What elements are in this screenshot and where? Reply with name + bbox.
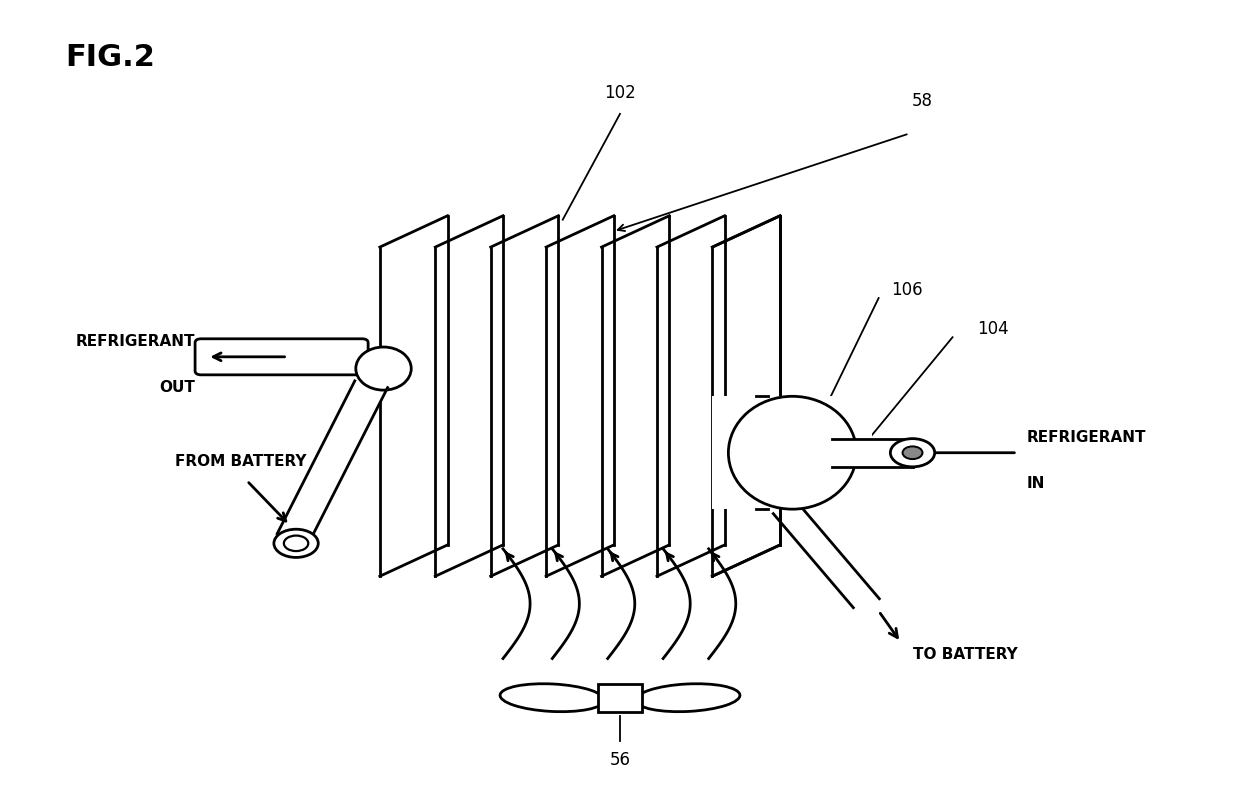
Polygon shape [379, 215, 448, 577]
Circle shape [903, 447, 923, 459]
Polygon shape [435, 215, 503, 577]
Polygon shape [491, 215, 558, 577]
Polygon shape [601, 215, 670, 577]
Text: 104: 104 [977, 321, 1009, 338]
Polygon shape [278, 381, 388, 540]
Polygon shape [546, 215, 614, 577]
Text: 56: 56 [610, 751, 630, 769]
Bar [598, 683, 642, 712]
Text: 58: 58 [911, 92, 932, 110]
Ellipse shape [500, 683, 604, 712]
Text: REFRIGERANT: REFRIGERANT [76, 334, 195, 349]
Circle shape [284, 535, 309, 551]
Circle shape [274, 529, 319, 558]
Text: 106: 106 [892, 281, 923, 299]
Text: TO BATTERY: TO BATTERY [913, 646, 1018, 661]
Text: OUT: OUT [159, 380, 195, 395]
Text: FROM BATTERY: FROM BATTERY [175, 454, 306, 469]
Polygon shape [712, 215, 780, 577]
Polygon shape [832, 439, 913, 466]
Text: FIG.2: FIG.2 [66, 44, 156, 72]
Polygon shape [657, 215, 724, 577]
Ellipse shape [356, 347, 412, 390]
Text: REFRIGERANT: REFRIGERANT [1027, 430, 1147, 445]
Text: 102: 102 [604, 84, 636, 102]
Circle shape [890, 439, 935, 466]
FancyBboxPatch shape [195, 339, 368, 375]
Ellipse shape [636, 683, 740, 712]
Ellipse shape [728, 396, 857, 509]
Bar [712, 396, 873, 509]
Text: IN: IN [1027, 476, 1045, 491]
